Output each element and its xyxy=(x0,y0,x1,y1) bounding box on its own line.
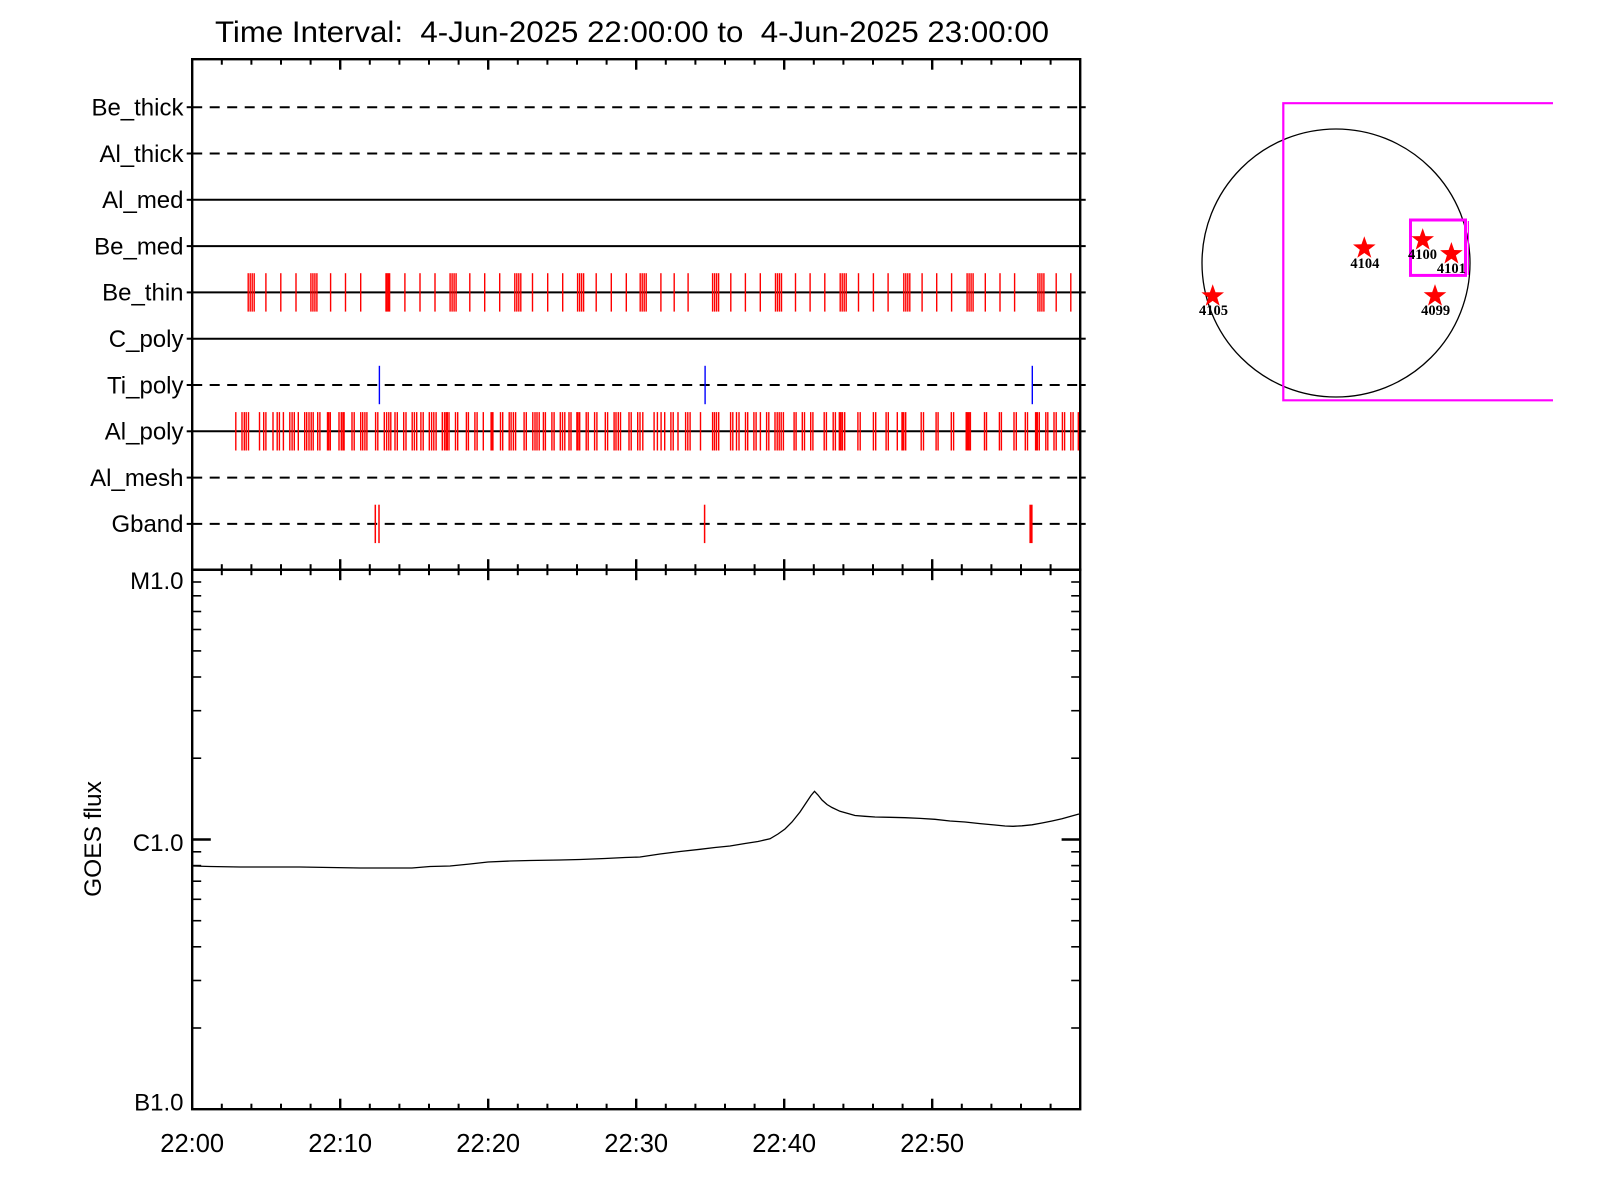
svg-text:4105: 4105 xyxy=(1199,303,1228,319)
svg-text:Be_med: Be_med xyxy=(94,233,183,260)
svg-text:Al_med: Al_med xyxy=(102,187,183,214)
svg-text:C_poly: C_poly xyxy=(109,326,184,353)
svg-text:Al_poly: Al_poly xyxy=(105,419,184,446)
svg-text:4100: 4100 xyxy=(1408,247,1437,263)
svg-text:22:10: 22:10 xyxy=(308,1130,372,1158)
svg-text:22:40: 22:40 xyxy=(752,1130,816,1158)
svg-text:Al_thick: Al_thick xyxy=(99,141,184,168)
svg-text:M1.0: M1.0 xyxy=(130,568,183,595)
svg-text:Be_thick: Be_thick xyxy=(91,95,184,122)
svg-text:Time Interval: 4-Jun-2025 22:: Time Interval: 4-Jun-2025 22:00:00 to 4-… xyxy=(215,16,1049,49)
svg-text:22:20: 22:20 xyxy=(456,1130,520,1158)
svg-text:22:00: 22:00 xyxy=(160,1130,224,1158)
svg-text:Be_thin: Be_thin xyxy=(102,280,183,307)
svg-text:4104: 4104 xyxy=(1350,256,1379,272)
svg-text:4101: 4101 xyxy=(1437,261,1466,277)
svg-text:C1.0: C1.0 xyxy=(133,830,184,857)
svg-text:Al_mesh: Al_mesh xyxy=(90,465,183,492)
svg-text:Ti_poly: Ti_poly xyxy=(107,372,183,399)
svg-text:22:30: 22:30 xyxy=(604,1130,668,1158)
svg-text:4099: 4099 xyxy=(1421,303,1450,319)
svg-text:22:50: 22:50 xyxy=(900,1130,964,1158)
svg-text:Gband: Gband xyxy=(111,511,183,538)
svg-text:B1.0: B1.0 xyxy=(134,1089,183,1116)
svg-text:GOES flux: GOES flux xyxy=(80,781,107,897)
